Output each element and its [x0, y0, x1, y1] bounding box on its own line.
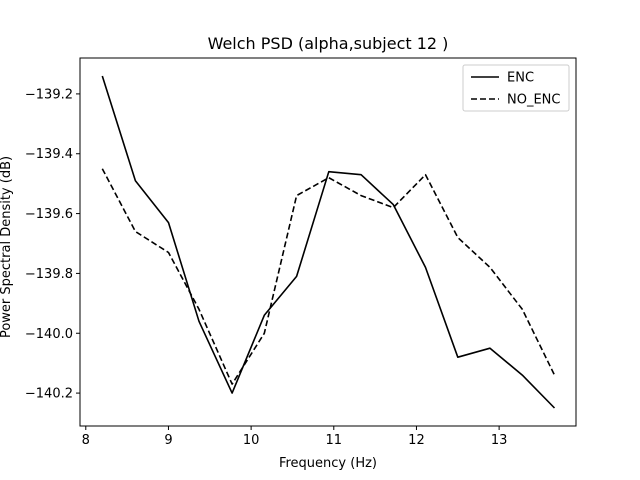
chart-title: Welch PSD (alpha,subject 12 ) [208, 34, 449, 53]
x-tick-label: 12 [408, 433, 425, 448]
legend: ENC NO_ENC [462, 64, 570, 112]
legend-label: ENC [507, 71, 534, 86]
x-axis-label: Frequency (Hz) [279, 456, 377, 471]
x-tick-label: 11 [326, 433, 343, 448]
x-axis-ticks: 8 9 10 11 12 13 [82, 426, 508, 448]
y-axis-label: Power Spectral Density (dB) [0, 156, 14, 338]
plot-area: 8 9 10 11 12 13 −139.2 −139.4 −139.6 −139.8 −140.… [25, 57, 577, 448]
x-tick-label: 10 [243, 433, 260, 448]
series-line-enc [101, 75, 556, 409]
y-tick-label: −139.8 [25, 267, 73, 282]
legend-label: NO_ENC [507, 93, 560, 108]
y-axis-ticks: −139.2 −139.4 −139.6 −139.8 −140.0 −140.2 [25, 87, 80, 402]
y-tick-label: −139.4 [25, 147, 73, 162]
series-line-no-enc [101, 168, 556, 385]
x-tick-label: 13 [491, 433, 508, 448]
x-tick-label: 9 [164, 433, 172, 448]
y-tick-label: −139.6 [25, 207, 73, 222]
y-tick-label: −140.2 [25, 387, 73, 402]
axes-frame [79, 57, 577, 427]
x-tick-label: 8 [82, 433, 90, 448]
y-tick-label: −140.0 [25, 327, 73, 342]
y-tick-label: −139.2 [25, 87, 73, 102]
series-lines [101, 75, 556, 409]
legend-entries: ENC NO_ENC [471, 71, 560, 108]
